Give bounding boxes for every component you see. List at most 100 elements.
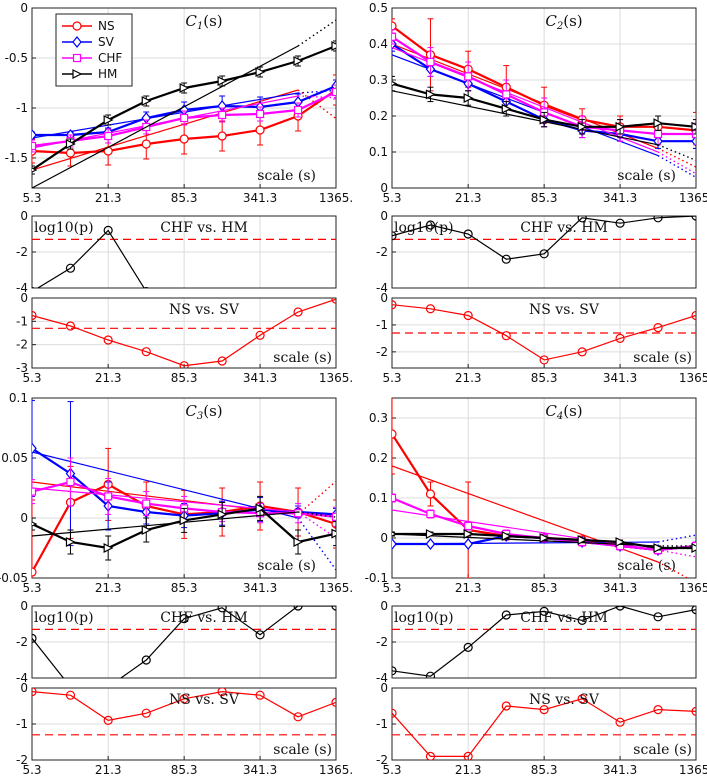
main-2-xtick-label: 1365. [679,191,707,205]
panel-title: C1(s) [185,12,222,32]
data-point-hm [653,118,664,129]
fit-line [32,89,299,171]
pvalue-point [103,225,113,235]
main-3-xtick-label: 5.3 [22,581,41,595]
data-point-hm [653,543,664,553]
main-3-ytick-label: 0.05 [1,451,28,465]
pvalue-line-ns-sv [32,690,336,722]
main-plot-area [32,19,336,188]
pvalue-point [179,361,189,368]
main-3-xtick-label: 341.3 [243,581,277,595]
pvalue-point [217,688,227,697]
pb-3-ytick-label: -1 [16,717,28,731]
fit-extension [297,480,336,515]
pvalue-point [32,633,37,643]
data-point-hm [501,531,512,541]
main-1-ytick-label: -1 [16,101,28,115]
data-point-sv [691,135,696,148]
data-point-hm [32,167,38,173]
pvalue-point [501,331,511,341]
data-point-sv [392,538,397,550]
pvalue-point [463,642,473,653]
pvalue-point [66,683,74,691]
fit-extension [657,549,696,558]
pa-plot-area [392,606,696,678]
data-point-chf [331,87,336,97]
data-point-chf [255,109,265,119]
pb-4-ytick-label: 0 [380,681,388,695]
main-4-xtick-label: 341.3 [603,581,637,595]
pvalue-line-chf-hm [36,229,145,288]
main-plot-area [392,18,696,179]
pb-plot-area [32,688,336,736]
pvalue-line-chf-hm [392,606,696,677]
data-point-hm [539,114,550,125]
main-2-ytick-label: 0.1 [369,145,388,159]
data-point-chf [142,499,151,508]
data-point-sv [425,538,436,550]
main-3-ytick-label: 0.1 [9,391,28,405]
pa-2-ytick-label: -4 [376,281,388,295]
pvalue-line-ns-sv [392,304,696,361]
main-2-xtick-label: 85.3 [531,191,558,205]
pb-4-xtick-label: 5.3 [382,763,401,777]
data-point-chf [464,521,473,531]
pb-2-xtick-label: 5.3 [382,371,401,385]
pa-label: CHF vs. HM [160,610,248,626]
pvalue-point [392,300,397,310]
title-sub: 2 [556,21,563,32]
pvalue-point [539,704,549,715]
data-point-hm [255,503,266,514]
title-sub: 3 [197,411,203,422]
main-1-xtick-label: 341.3 [243,191,277,205]
pb-1-xtick-label: 5.3 [22,371,41,385]
data-point-hm [217,509,228,520]
main-2-xtick-label: 341.3 [603,191,637,205]
pvalue-point [463,310,473,321]
data-point-hm [179,515,190,526]
main-1-xtick-label: 21.3 [95,191,122,205]
data-point-hm [577,121,588,132]
pvalue-point [653,216,663,223]
data-point-chf [426,509,435,519]
data-point-hm [615,537,626,547]
data-point-hm [32,521,38,527]
pa-label: CHF vs. HM [160,220,248,236]
pa-1-ytick-label: -2 [16,245,28,259]
main-4-ytick-label: 0.2 [369,451,388,465]
series-hm [392,529,696,553]
main-4-xtick-label: 5.3 [382,581,401,595]
pa-3-ytick-label: -4 [16,671,28,685]
fit-extension [297,517,336,571]
main-3-xtick-label: 21.3 [95,581,122,595]
main-1-ytick-label: -1.5 [5,151,28,165]
title-base: C [185,12,197,30]
pb-1-xtick-label: 1365. [319,371,353,385]
pvalue-point [255,690,265,700]
pb-3-ytick-label: -2 [16,753,28,767]
pb-label: NS vs. SV [529,692,600,708]
pb-xlabel: scale (s) [273,742,332,758]
series-sv [32,399,336,571]
panel-title: C3(s) [185,402,222,422]
data-point-ns [425,489,436,499]
data-point-hm [331,528,336,539]
fit-line [32,451,299,519]
pvalue-point [255,330,265,340]
pvalue-point [425,751,436,760]
fit-extension [298,95,336,99]
data-point-hm [103,115,114,125]
pvalue-point [577,216,587,223]
pa-4-ytick-label: -2 [376,635,388,649]
pb-3-xtick-label: 1365. [319,763,353,777]
pvalue-point [539,606,549,617]
data-point-chf [502,90,511,99]
data-point-hm [65,139,76,149]
data-point-chf [653,129,663,139]
legend-box [55,13,133,87]
pb-4-ytick-label: -2 [376,753,388,767]
pb-2-xtick-label: 1365. [679,371,707,385]
data-point-hm [425,529,436,539]
pvalue-point [615,717,625,727]
title-tail: (s) [203,12,222,30]
